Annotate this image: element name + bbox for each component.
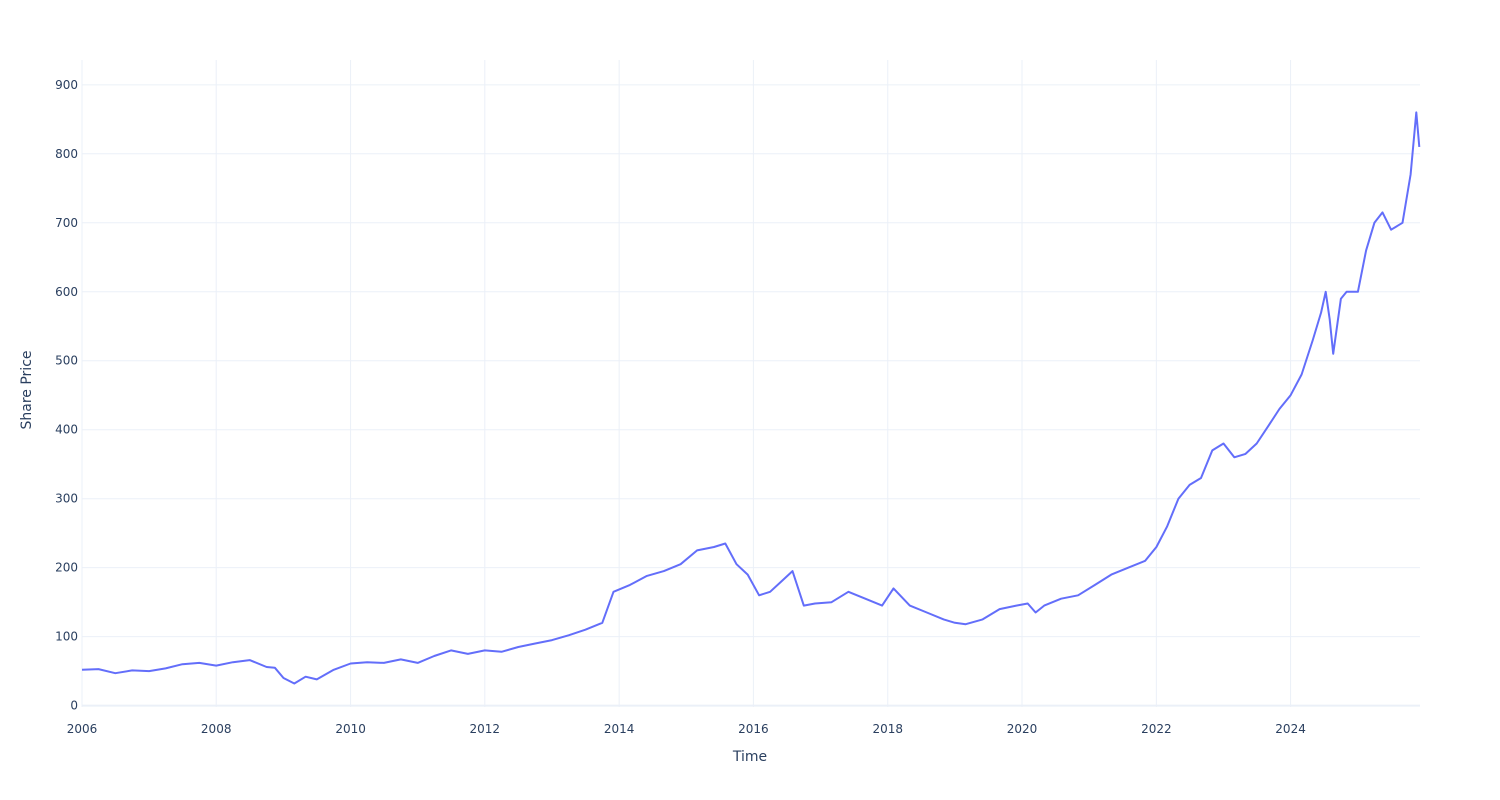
y-axis-ticks: 0 100 200 300 400 500 600 700 800 900: [55, 78, 78, 713]
y-tick-label: 100: [55, 630, 78, 644]
y-tick-label: 600: [55, 285, 78, 299]
series-line-0: [81, 111, 1421, 685]
x-tick-label: 2010: [335, 722, 366, 736]
x-tick-label: 2016: [738, 722, 769, 736]
x-tick-label: 2020: [1007, 722, 1038, 736]
x-tick-label: 2018: [873, 722, 904, 736]
y-tick-label: 500: [55, 354, 78, 368]
y-tick-label: 300: [55, 492, 78, 506]
y-tick-label: 900: [55, 78, 78, 92]
x-axis-title: Time: [732, 749, 767, 765]
grid: [81, 60, 1420, 707]
series-lines: [81, 111, 1421, 685]
x-tick-label: 2014: [604, 722, 635, 736]
x-tick-label: 2022: [1141, 722, 1172, 736]
x-tick-label: 2006: [67, 722, 98, 736]
x-tick-label: 2024: [1275, 722, 1306, 736]
y-tick-label: 400: [55, 423, 78, 437]
x-tick-label: 2008: [201, 722, 232, 736]
y-tick-label: 800: [55, 147, 78, 161]
x-tick-label: 2012: [470, 722, 501, 736]
x-axis-ticks: 2006 2008 2010 2012 2014 2016 2018 2020 2022 2024: [67, 722, 1306, 736]
y-tick-label: 200: [55, 561, 78, 575]
y-tick-label: 700: [55, 216, 78, 230]
y-axis-title: Share Price: [19, 350, 35, 429]
y-tick-label: 0: [70, 699, 78, 713]
